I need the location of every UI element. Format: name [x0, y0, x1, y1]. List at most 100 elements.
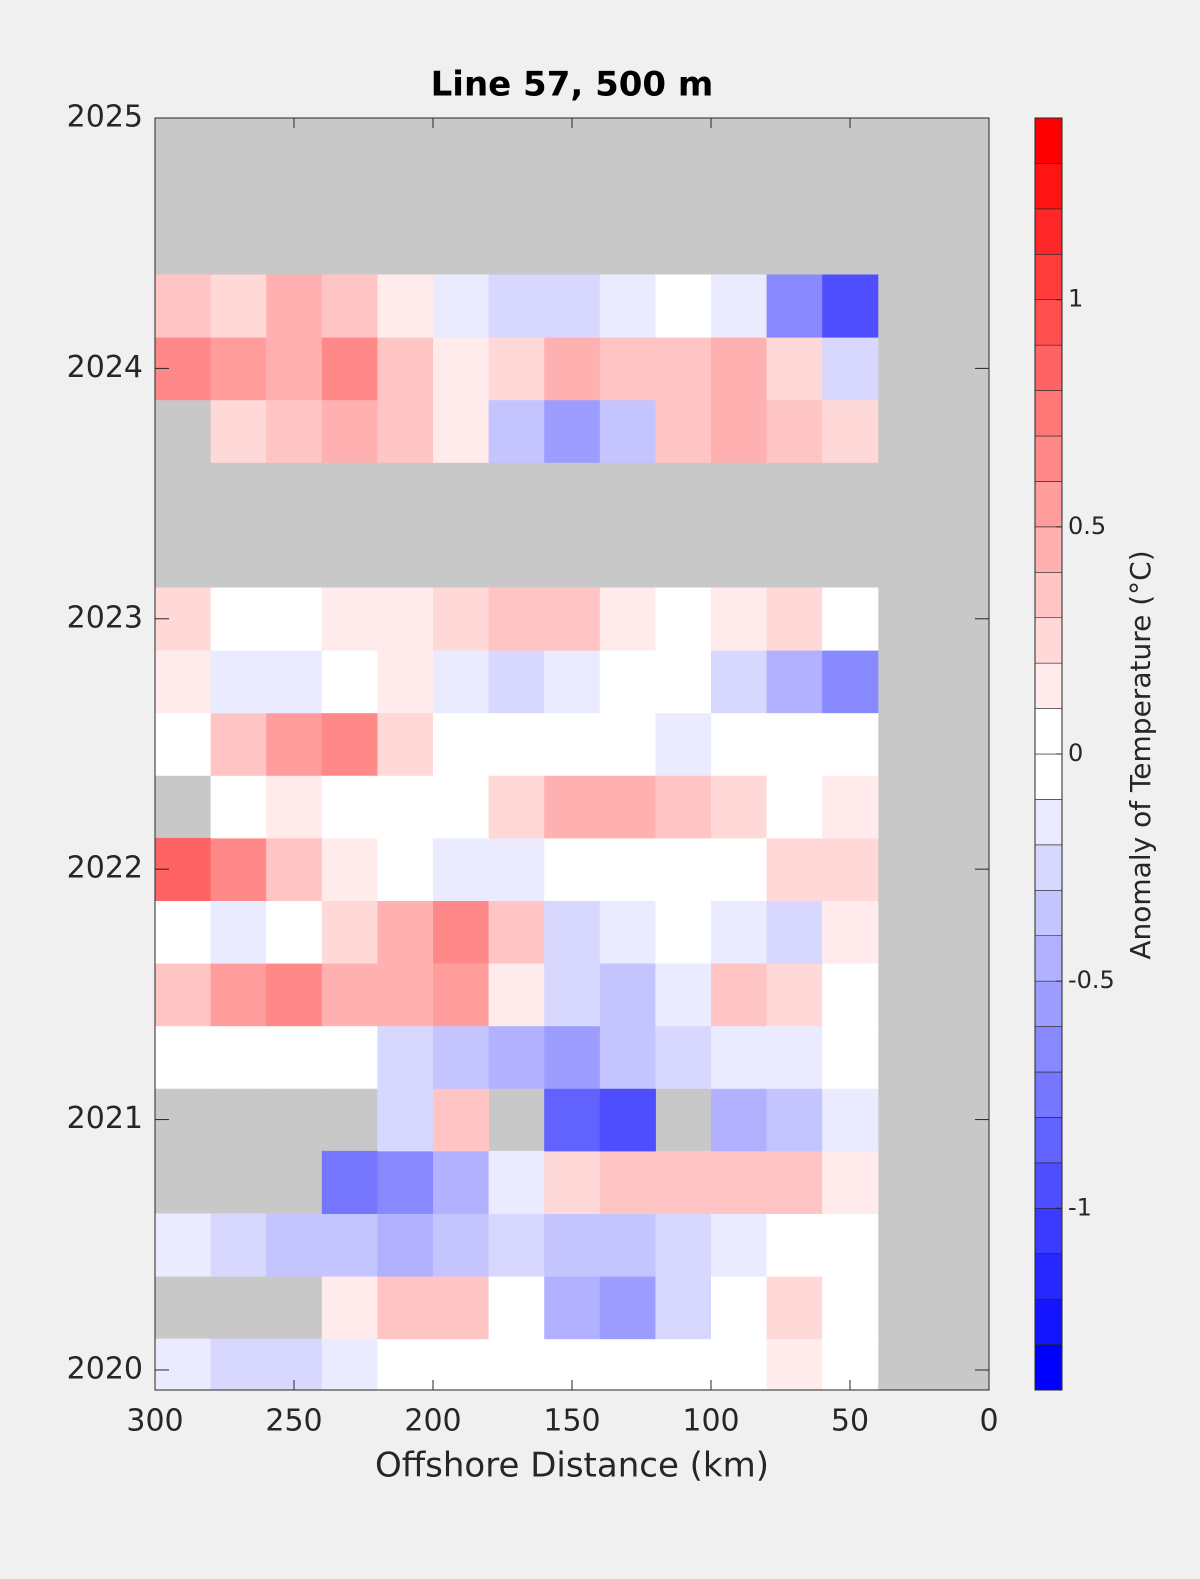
cell	[711, 274, 768, 338]
cell	[544, 337, 601, 401]
cell	[599, 399, 656, 463]
cell	[433, 1150, 490, 1214]
cell	[711, 900, 768, 964]
y-tick-label: 2020	[67, 1351, 143, 1386]
cell	[655, 1213, 712, 1277]
colorbar-band	[1034, 1207, 1063, 1255]
cell	[266, 587, 323, 651]
cell	[711, 587, 768, 651]
cell	[321, 274, 378, 338]
cell	[377, 712, 434, 776]
cell	[433, 963, 490, 1027]
cell	[766, 337, 823, 401]
cell	[433, 900, 490, 964]
colorbar-band	[1034, 1298, 1063, 1345]
colorbar-band	[1034, 1253, 1063, 1300]
cell	[766, 1025, 823, 1089]
colorbar-tick-label: 1	[1068, 285, 1083, 313]
colorbar-band	[1034, 1071, 1063, 1118]
cell	[377, 274, 434, 338]
cell	[433, 1213, 490, 1277]
chart-title: Line 57, 500 m	[431, 65, 714, 105]
y-tick-label: 2021	[67, 1101, 143, 1136]
colorbar-band	[1034, 481, 1063, 528]
cell	[822, 900, 879, 964]
cell	[433, 274, 490, 338]
cell	[321, 1150, 378, 1214]
cell	[210, 837, 267, 901]
x-tick-label: 50	[831, 1404, 869, 1439]
cell	[266, 399, 323, 463]
cell	[155, 1338, 212, 1391]
cell	[655, 963, 712, 1027]
cell	[655, 1338, 712, 1391]
cell	[599, 775, 656, 839]
cell	[544, 837, 601, 901]
cell	[599, 1213, 656, 1277]
cell	[599, 1276, 656, 1340]
cell	[210, 399, 267, 463]
cell	[321, 399, 378, 463]
cell	[155, 1025, 212, 1089]
x-tick-label: 300	[126, 1404, 183, 1439]
cell	[711, 1338, 768, 1391]
cell	[544, 963, 601, 1027]
colorbar-band	[1034, 253, 1063, 301]
cell	[488, 274, 545, 338]
cell	[488, 399, 545, 463]
cell	[488, 1213, 545, 1277]
cell	[266, 712, 323, 776]
colorbar-band	[1034, 571, 1063, 619]
cell	[766, 963, 823, 1027]
colorbar-band	[1034, 889, 1063, 937]
cell	[433, 650, 490, 714]
cell	[377, 837, 434, 901]
cell	[655, 712, 712, 776]
cell	[488, 900, 545, 964]
x-tick-label: 200	[404, 1404, 461, 1439]
cell	[377, 337, 434, 401]
colorbar-band	[1034, 117, 1063, 164]
colorbar-band	[1034, 708, 1063, 755]
cell	[822, 963, 879, 1027]
cell	[377, 650, 434, 714]
cell	[766, 1213, 823, 1277]
cell	[711, 1213, 768, 1277]
cell	[655, 1150, 712, 1214]
cell	[321, 337, 378, 401]
cell	[377, 587, 434, 651]
cell	[433, 399, 490, 463]
cell	[822, 399, 879, 463]
cell	[766, 650, 823, 714]
cell	[655, 775, 712, 839]
cell	[655, 274, 712, 338]
cell	[711, 1088, 768, 1152]
cell	[599, 650, 656, 714]
cell	[210, 1025, 267, 1089]
cell	[321, 1025, 378, 1089]
cell	[321, 1276, 378, 1340]
cell	[766, 1088, 823, 1152]
cell	[711, 1276, 768, 1340]
colorbar-band	[1034, 1117, 1063, 1164]
cell	[822, 1150, 879, 1214]
cell	[544, 1025, 601, 1089]
cell	[599, 712, 656, 776]
cell	[433, 775, 490, 839]
cell	[766, 274, 823, 338]
cell	[655, 337, 712, 401]
cell	[488, 963, 545, 1027]
cell	[488, 650, 545, 714]
y-tick-label: 2024	[67, 350, 143, 385]
cell	[155, 1213, 212, 1277]
cell	[266, 650, 323, 714]
cell	[655, 900, 712, 964]
colorbar-band	[1034, 844, 1063, 891]
cell	[599, 900, 656, 964]
y-tick-label: 2025	[67, 100, 143, 135]
cell	[210, 963, 267, 1027]
cell	[766, 775, 823, 839]
cell	[377, 1025, 434, 1089]
cell	[488, 1025, 545, 1089]
cell	[210, 1338, 267, 1391]
